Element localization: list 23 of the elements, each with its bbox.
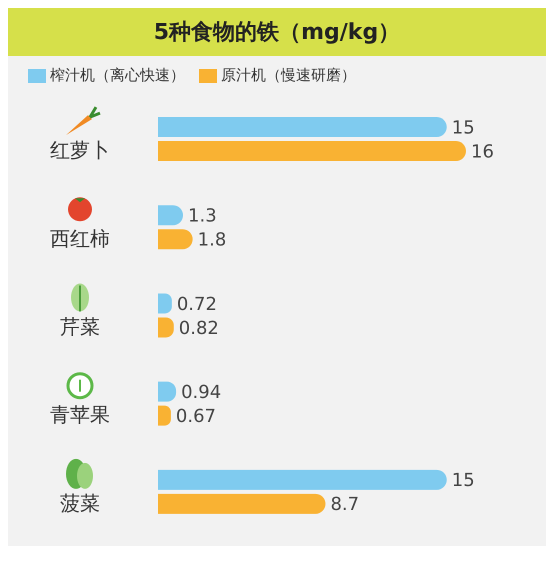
data-label: 0.82 [178,318,219,339]
y-tick-label: 红萝卜 [50,138,110,162]
bar [158,470,447,490]
data-label: 8.7 [330,494,360,516]
bar [158,494,326,514]
data-label: 0.94 [181,382,222,404]
y-tick-label: 芹菜 [60,314,100,338]
data-label: 0.67 [176,406,216,428]
bar [158,141,466,162]
data-label: 0.72 [176,294,217,315]
legend-label: 榨汁机（离心快速） [49,66,185,85]
legend-label: 原汁机（慢速研磨） [220,66,356,85]
data-label: 1.3 [188,206,217,227]
data-label: 1.8 [198,230,226,251]
y-tick-label: 菠菜 [60,490,100,515]
data-label: 15 [452,117,475,138]
bar [158,117,447,138]
y-tick-label: 西红柿 [50,226,110,250]
data-label: 15 [452,470,475,492]
y-tick-label: 青苹果 [50,402,110,427]
bar [158,229,193,250]
chart-title: 5种食物的铁（mg/kg） [8,8,546,56]
data-label: 16 [471,141,494,162]
